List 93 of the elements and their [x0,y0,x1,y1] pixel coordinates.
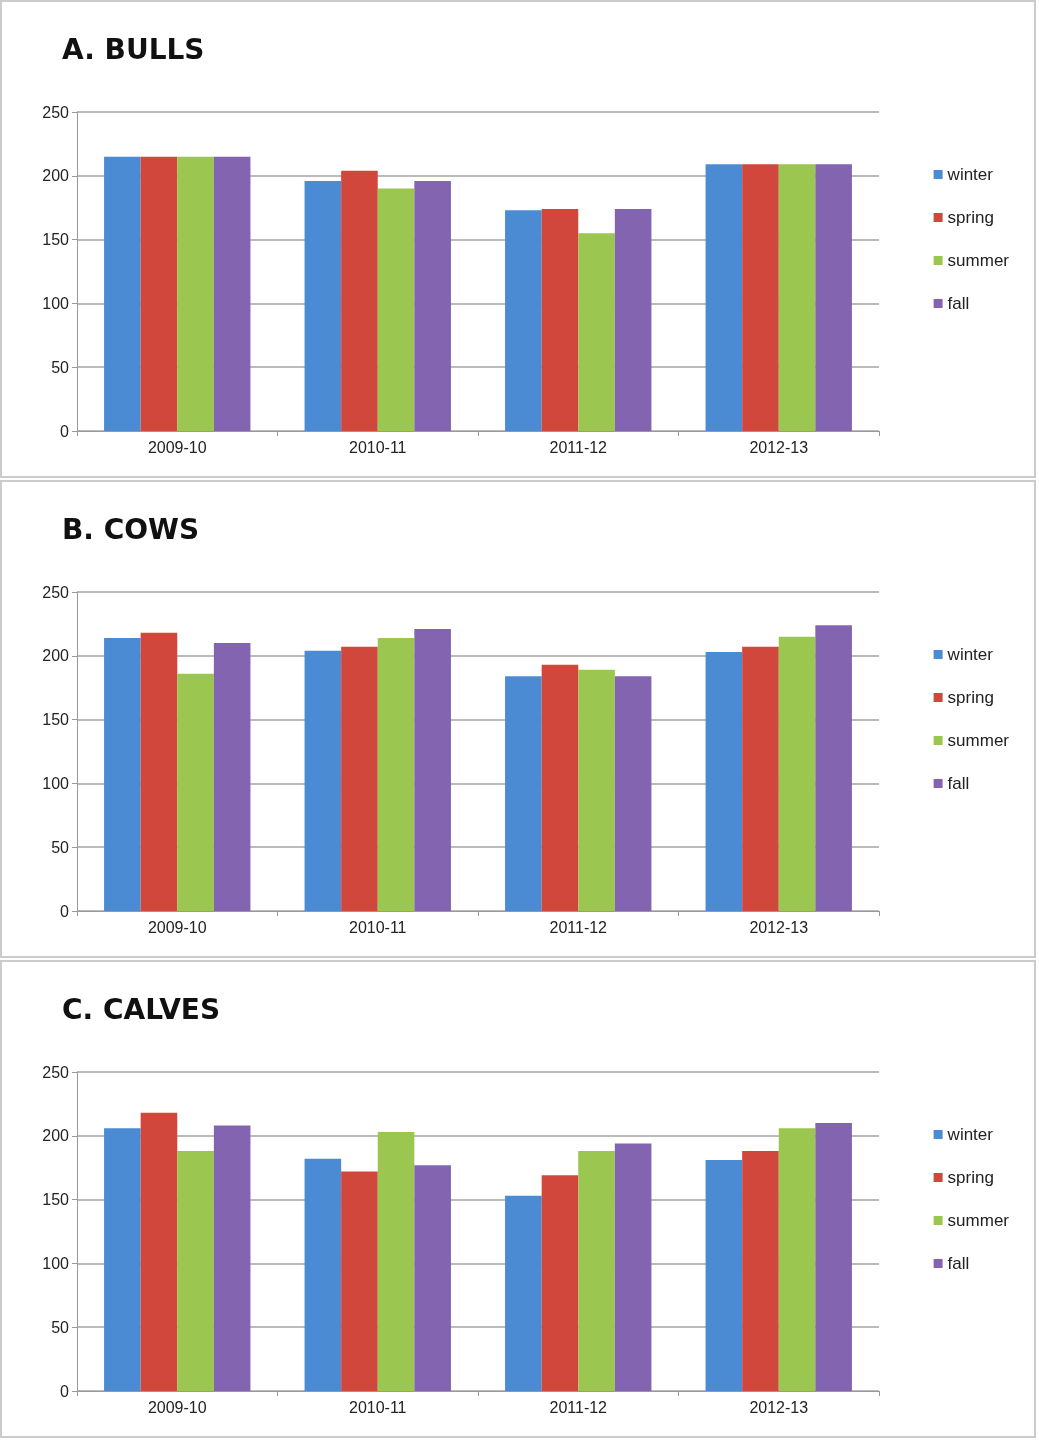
y-tick-label: 50 [51,358,70,376]
bar [578,1151,615,1391]
bar [104,156,141,431]
bar [377,188,415,431]
y-tick-label: 250 [42,583,70,601]
bar [505,210,542,431]
legend-label: summer [947,1211,1010,1230]
bar [778,636,816,911]
bar [541,1175,579,1391]
bar [140,156,178,431]
bar [815,164,852,431]
y-tick-label: 200 [42,647,70,665]
y-tick-label: 100 [42,1254,70,1272]
bar [177,1151,214,1391]
bar [341,170,378,431]
bar [705,651,743,911]
x-tick-label: 2011-12 [549,918,608,936]
bar [414,180,451,431]
bar [414,629,451,911]
x-tick-label: 2009-10 [147,918,207,936]
bar [815,625,852,911]
x-tick-label: 2010-11 [348,918,407,936]
y-tick-label: 250 [42,1063,70,1081]
bar [140,1112,178,1391]
bar [778,1128,816,1391]
chart-title: A. BULLS [62,32,205,66]
bar [140,632,178,911]
legend-label: summer [947,251,1010,270]
x-tick-label: 2009-10 [147,438,207,456]
legend-label: spring [947,208,994,227]
legend-label: fall [947,294,970,313]
x-tick-label: 2010-11 [348,1398,407,1416]
bar [541,208,579,431]
bar [505,676,542,911]
bar [213,156,251,431]
legend-label: spring [947,1168,994,1187]
x-tick-label: 2009-10 [147,1398,207,1416]
bar [505,1195,542,1391]
bar [742,164,779,431]
y-tick-label: 150 [42,1191,70,1209]
y-tick-label: 0 [60,902,70,920]
legend-label: fall [947,1254,970,1273]
legend-label: winter [946,645,994,664]
bar [414,1165,451,1391]
x-tick-label: 2011-12 [549,1398,608,1416]
legend-label: summer [947,731,1010,750]
y-tick-label: 100 [42,294,70,312]
bar [304,650,342,911]
bar [614,208,652,431]
bar [578,669,615,911]
bar [341,646,378,911]
y-tick-label: 0 [60,1382,70,1400]
legend-label: winter [946,1125,994,1144]
legend-label: spring [947,688,994,707]
bar [377,1131,415,1391]
chart-title: C. CALVES [62,992,221,1026]
x-tick-label: 2012-13 [749,918,809,936]
y-tick-label: 150 [42,711,70,729]
legend-label: winter [946,165,994,184]
y-tick-label: 0 [60,422,70,440]
x-tick-label: 2012-13 [749,1398,809,1416]
bar [304,180,342,431]
bar [177,673,214,911]
legend-label: fall [947,774,970,793]
x-tick-label: 2010-11 [348,438,407,456]
y-tick-label: 250 [42,103,70,121]
bar [104,637,141,911]
bar [815,1123,852,1391]
bar [213,1125,251,1391]
bar [614,1143,652,1391]
bar [304,1158,342,1391]
y-tick-label: 50 [51,838,70,856]
bar [541,664,579,911]
chart-title: B. COWS [62,512,200,546]
x-tick-label: 2012-13 [749,438,809,456]
bar [778,164,816,431]
bar [213,643,251,911]
y-tick-label: 100 [42,774,70,792]
bar [377,637,415,911]
y-tick-label: 200 [42,1127,70,1145]
bar [742,646,779,911]
x-tick-label: 2011-12 [549,438,608,456]
bar [742,1151,779,1391]
bar [104,1128,141,1391]
y-tick-label: 50 [51,1318,70,1336]
bar [177,156,214,431]
y-tick-label: 150 [42,231,70,249]
bar [705,164,743,431]
bar [705,1160,743,1391]
bar [341,1171,378,1391]
y-tick-label: 200 [42,167,70,185]
bar [614,676,652,911]
bar [578,233,615,431]
